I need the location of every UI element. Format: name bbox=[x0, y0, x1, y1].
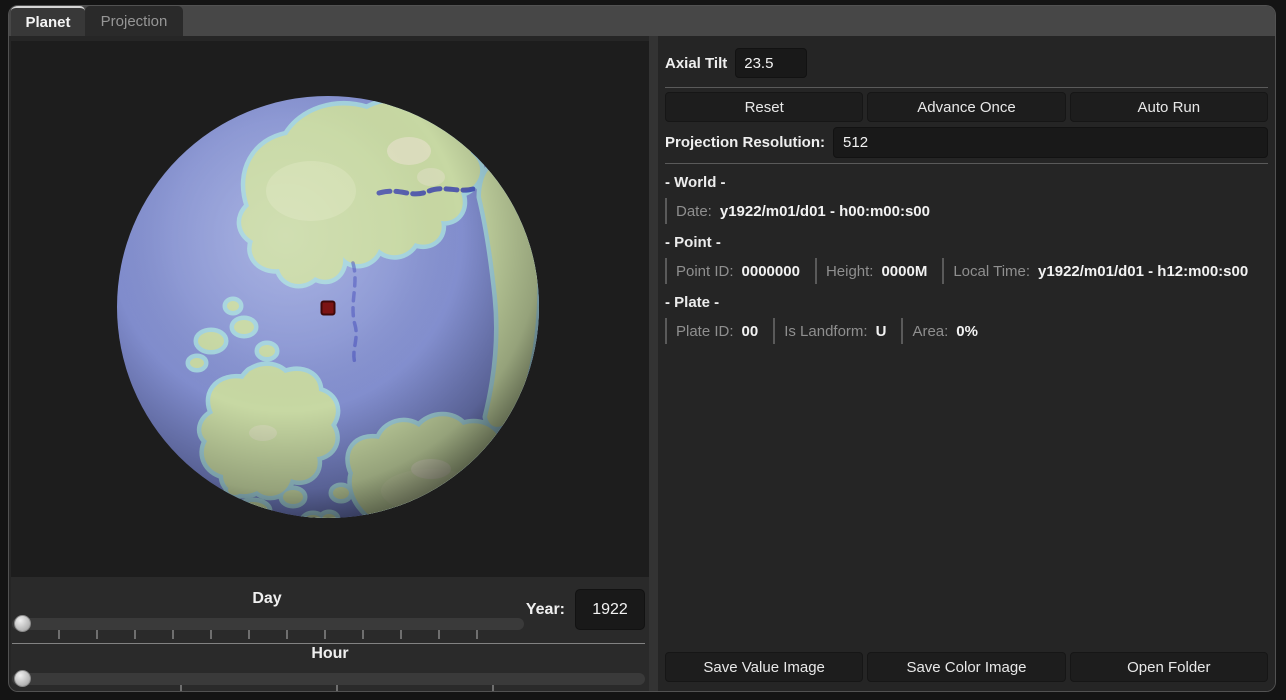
world-section-header: - World - bbox=[665, 174, 726, 191]
area-value: 0% bbox=[956, 322, 978, 340]
date-field: Date: y1922/m01/d01 - h00:m00:s00 bbox=[665, 198, 945, 224]
plate-id-label: Plate ID: bbox=[676, 322, 734, 340]
local-time-value: y1922/m01/d01 - h12:m00:s00 bbox=[1038, 262, 1249, 280]
plate-section-header: - Plate - bbox=[665, 294, 720, 311]
hour-slider-label: Hour bbox=[311, 645, 349, 662]
height-value: 0000M bbox=[881, 262, 928, 280]
day-slider-handle[interactable] bbox=[14, 615, 31, 632]
tick bbox=[324, 630, 326, 639]
tick bbox=[96, 630, 98, 639]
axial-tilt-row: Axial Tilt bbox=[665, 48, 1268, 78]
tab-planet[interactable]: Planet bbox=[11, 6, 85, 36]
tick bbox=[476, 630, 478, 639]
hour-slider-handle[interactable] bbox=[14, 670, 31, 687]
point-marker bbox=[320, 300, 336, 316]
projection-resolution-row: Projection Resolution: bbox=[665, 127, 1268, 158]
height-field: Height: 0000M bbox=[814, 258, 942, 284]
tick bbox=[172, 630, 174, 639]
point-id-field: Point ID: 0000000 bbox=[665, 258, 815, 284]
projection-resolution-input[interactable] bbox=[833, 127, 1268, 158]
tab-bar: Planet Projection bbox=[9, 6, 1275, 36]
world-info-row: Date: y1922/m01/d01 - h00:m00:s00 bbox=[665, 198, 1268, 224]
year-label: Year: bbox=[525, 600, 565, 618]
save-color-image-button[interactable]: Save Color Image bbox=[867, 652, 1066, 682]
hour-slider-ticks bbox=[12, 685, 645, 691]
area-field: Area: 0% bbox=[901, 318, 993, 344]
auto-run-button[interactable]: Auto Run bbox=[1069, 92, 1268, 122]
tick bbox=[248, 630, 250, 639]
time-controls-panel: Day Year: Hour bbox=[11, 577, 649, 691]
planet-globe bbox=[117, 96, 539, 518]
is-landform-field: Is Landform: U bbox=[773, 318, 901, 344]
control-panel: Axial Tilt Reset Advance Once Auto Run P… bbox=[658, 36, 1275, 691]
tick bbox=[286, 630, 288, 639]
tick bbox=[210, 630, 212, 639]
planet-viewport[interactable] bbox=[11, 41, 649, 577]
hour-slider-track[interactable] bbox=[12, 673, 645, 685]
simulation-buttons-row: Reset Advance Once Auto Run bbox=[665, 92, 1268, 122]
projection-resolution-label: Projection Resolution: bbox=[665, 134, 826, 151]
save-value-image-button[interactable]: Save Value Image bbox=[665, 652, 864, 682]
day-slider-label: Day bbox=[252, 590, 282, 607]
plate-info-row: Plate ID: 00 Is Landform: U Area: 0% bbox=[665, 318, 1268, 344]
tick bbox=[58, 630, 60, 639]
date-label: Date: bbox=[676, 202, 712, 220]
open-folder-button[interactable]: Open Folder bbox=[1069, 652, 1268, 682]
point-id-label: Point ID: bbox=[676, 262, 734, 280]
area-label: Area: bbox=[912, 322, 949, 340]
local-time-field: Local Time: y1922/m01/d01 - h12:m00:s00 bbox=[942, 258, 1263, 284]
year-input[interactable] bbox=[575, 589, 645, 630]
divider bbox=[665, 163, 1268, 164]
axial-tilt-input[interactable] bbox=[735, 48, 808, 78]
panel-splitter[interactable] bbox=[649, 36, 658, 691]
date-value: y1922/m01/d01 - h00:m00:s00 bbox=[719, 202, 930, 220]
point-section-header: - Point - bbox=[665, 234, 721, 251]
tick bbox=[134, 630, 136, 639]
tick bbox=[400, 630, 402, 639]
day-slider-ticks bbox=[12, 630, 524, 639]
export-buttons-row: Save Value Image Save Color Image Open F… bbox=[665, 652, 1268, 682]
height-label: Height: bbox=[825, 262, 874, 280]
local-time-label: Local Time: bbox=[953, 262, 1031, 280]
tick bbox=[438, 630, 440, 639]
slider-divider bbox=[12, 643, 645, 644]
tab-projection[interactable]: Projection bbox=[85, 6, 183, 36]
reset-button[interactable]: Reset bbox=[665, 92, 864, 122]
tick bbox=[492, 685, 494, 691]
advance-once-button[interactable]: Advance Once bbox=[867, 92, 1066, 122]
year-field-group: Year: bbox=[525, 589, 645, 630]
tick bbox=[362, 630, 364, 639]
app-window: Planet Projection bbox=[8, 5, 1276, 692]
plate-id-field: Plate ID: 00 bbox=[665, 318, 773, 344]
tick bbox=[180, 685, 182, 691]
divider bbox=[665, 87, 1268, 88]
tick bbox=[336, 685, 338, 691]
day-slider-track[interactable] bbox=[12, 618, 524, 630]
point-id-value: 0000000 bbox=[741, 262, 800, 280]
point-info-row: Point ID: 0000000 Height: 0000M Local Ti… bbox=[665, 258, 1268, 284]
axial-tilt-label: Axial Tilt bbox=[665, 54, 728, 72]
is-landform-value: U bbox=[875, 322, 887, 340]
plate-id-value: 00 bbox=[741, 322, 759, 340]
is-landform-label: Is Landform: bbox=[784, 322, 868, 340]
